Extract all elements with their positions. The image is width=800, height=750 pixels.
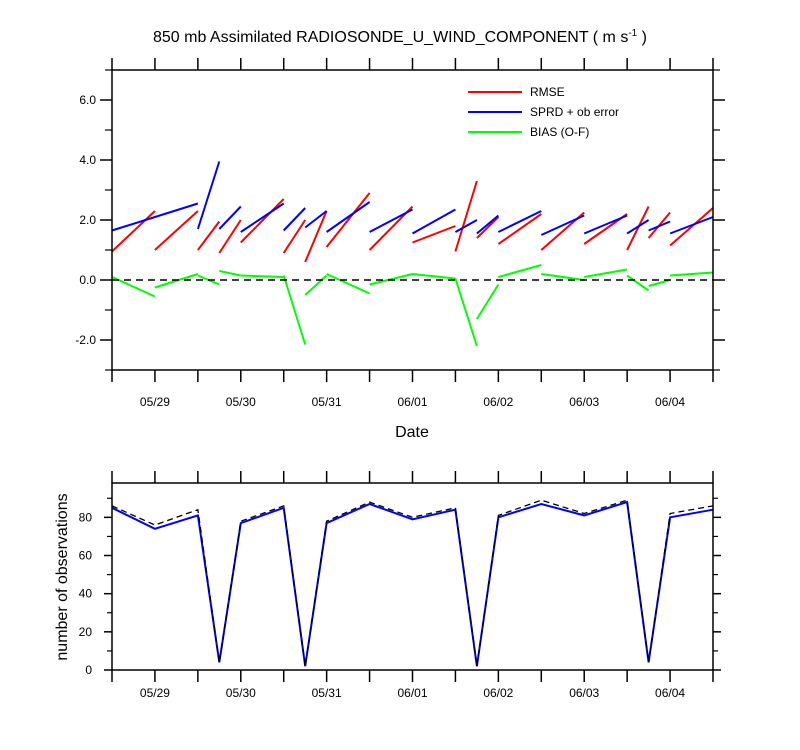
series-segment: [454, 180, 478, 252]
legend-item: BIAS (O-F): [468, 125, 589, 139]
top-axis-ticks: 05/29 05/30 05/31 06/01 06/02 06/03 06/04 -2.0 0…: [75, 58, 725, 409]
series-segment: [541, 273, 585, 281]
series-segment: [476, 283, 500, 320]
x-tick-label: 06/03: [569, 686, 599, 700]
chart-title: 850 mb Assimilated RADIOSONDE_U_WIND_COM…: [153, 28, 647, 46]
series-segment: [240, 274, 284, 278]
legend-label: BIAS (O-F): [530, 125, 589, 139]
x-tick-label: 06/03: [569, 395, 599, 409]
series-segment: [154, 210, 199, 251]
series-segment: [412, 208, 456, 235]
series-sprd-ob-error: [111, 161, 714, 236]
series-segment: [584, 268, 628, 278]
series-segment: [497, 210, 542, 233]
legend-item: RMSE: [468, 85, 565, 99]
y-tick-label: 40: [79, 587, 93, 601]
series-assimilated: [111, 500, 714, 667]
series-segment: [540, 214, 585, 236]
series-segment: [304, 210, 328, 263]
chart-title-superscript: -1: [628, 28, 637, 39]
x-tick-label: 05/29: [140, 395, 170, 409]
series-segment: [304, 274, 328, 296]
x-tick-label: 05/31: [312, 395, 342, 409]
series-segment: [218, 205, 242, 230]
series-segment: [111, 276, 156, 298]
series-segment: [476, 216, 500, 239]
series-total: [111, 499, 714, 667]
series-segment: [282, 207, 306, 232]
bottom-series-group: [111, 499, 714, 667]
series-segment: [626, 219, 650, 235]
bottom-chart: 05/29 05/30 05/31 06/01 06/02 06/03 06/04 0 20 40…: [54, 471, 721, 700]
legend-item: SPRD + ob error: [468, 105, 619, 119]
series-segment: [669, 207, 714, 247]
series-segment: [325, 192, 371, 248]
series-segment: [218, 219, 242, 254]
series-segment: [476, 214, 500, 235]
series-segment: [282, 219, 307, 254]
y-tick-label: 80: [79, 510, 93, 524]
top-series-group: [111, 161, 714, 347]
x-tick-label: 06/02: [483, 395, 513, 409]
series-segment: [454, 278, 478, 347]
series-segment: [583, 214, 628, 235]
x-axis-title: Date: [395, 424, 429, 441]
x-tick-label: 06/01: [397, 395, 427, 409]
bottom-plot-frame: [111, 482, 714, 671]
series-segment: [454, 219, 478, 233]
series-bias-o-f: [111, 264, 714, 347]
y-tick-label: 60: [79, 549, 93, 563]
series-rmse: [111, 180, 714, 263]
x-tick-label: 06/01: [397, 686, 427, 700]
series-segment: [369, 208, 413, 233]
y-tick-label: -2.0: [75, 333, 96, 347]
y-tick-label: 0.0: [79, 273, 96, 287]
chart-title-end: ): [637, 29, 647, 46]
series-segment: [196, 161, 221, 230]
series-segment: [670, 271, 714, 277]
series-segment: [498, 264, 542, 278]
top-chart: 850 mb Assimilated RADIOSONDE_U_WIND_COM…: [75, 28, 725, 441]
series-segment: [626, 206, 650, 251]
series-segment: [304, 210, 328, 229]
bottom-axis-ticks: 05/29 05/30 05/31 06/01 06/02 06/03 06/04 0 20 40…: [79, 471, 721, 700]
series-segment: [111, 210, 156, 253]
y-tick-label: 6.0: [79, 93, 96, 107]
series-segment: [326, 201, 371, 233]
y-tick-label: 20: [79, 625, 93, 639]
series-segment: [240, 198, 285, 244]
x-tick-label: 05/30: [226, 686, 256, 700]
series-segment: [240, 202, 285, 233]
y-tick-label: 4.0: [79, 153, 96, 167]
series-segment: [111, 202, 199, 232]
y-axis-title: number of observations: [54, 493, 71, 660]
series-segment: [497, 213, 542, 245]
legend-label: SPRD + ob error: [530, 105, 619, 119]
x-tick-label: 05/29: [140, 686, 170, 700]
x-tick-label: 05/31: [312, 686, 342, 700]
series-segment: [197, 220, 221, 251]
series-segment: [219, 270, 242, 277]
series-segment: [326, 273, 371, 295]
x-tick-label: 05/30: [226, 395, 256, 409]
series-segment: [412, 273, 456, 280]
y-tick-label: 2.0: [79, 213, 96, 227]
chart-title-main: 850 mb Assimilated RADIOSONDE_U_WIND_COM…: [153, 29, 628, 46]
series-segment: [282, 275, 307, 345]
series-segment: [412, 225, 456, 244]
series-segment: [626, 274, 650, 292]
series-segment: [648, 220, 671, 232]
top-plot-frame: [111, 69, 714, 371]
legend-label: RMSE: [530, 85, 565, 99]
series-segment: [648, 279, 671, 287]
legend: RMSE SPRD + ob error BIAS (O-F): [468, 85, 619, 139]
series-segment: [669, 216, 714, 235]
y-tick-label: 0: [85, 663, 92, 677]
x-tick-label: 06/04: [655, 686, 685, 700]
x-tick-label: 06/02: [483, 686, 513, 700]
x-tick-label: 06/04: [655, 395, 685, 409]
